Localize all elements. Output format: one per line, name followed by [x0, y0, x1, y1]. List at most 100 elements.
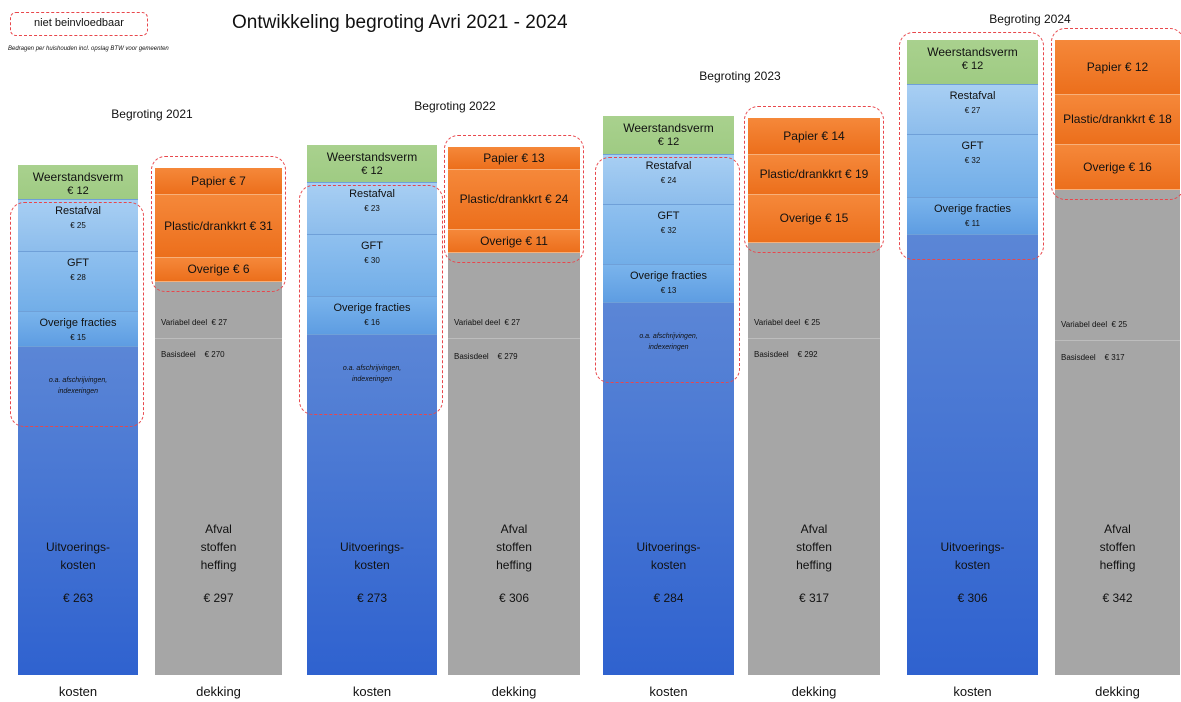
block-value: € 27 [964, 106, 981, 115]
dekking-block-label: Papier € 12 [1086, 59, 1149, 74]
dekking-block [1055, 145, 1180, 190]
kosten-note: indexeringen [57, 388, 99, 395]
dekking-main: Afval [800, 522, 828, 536]
year-heading: Begroting 2024 [989, 12, 1071, 26]
year-heading: Begroting 2021 [111, 107, 193, 121]
kosten-block [603, 265, 734, 303]
influence-box [444, 135, 584, 263]
kosten-main: Uitvoerings- [940, 540, 1005, 554]
kosten-block [603, 205, 734, 265]
block-value: € 30 [364, 256, 380, 265]
dekking-main: Afval [500, 522, 528, 536]
block-name: Weerstandsverm [623, 121, 714, 135]
dekking-base [748, 243, 880, 675]
block-name: GFT [67, 257, 89, 269]
dekking-block-label: Plastic/drankkrt € 24 [459, 192, 569, 206]
dekking-base [155, 282, 282, 675]
block-value: € 28 [70, 273, 86, 282]
dekking-main: stoffen [200, 540, 237, 554]
kosten-block [307, 297, 437, 335]
kosten-block [603, 116, 734, 155]
kosten-label: kosten [58, 684, 98, 699]
dekking-block-label: Plastic/drankkrt € 19 [759, 167, 869, 181]
influence-box [744, 106, 884, 253]
kosten-base [907, 235, 1038, 675]
kosten-note: o.a. afschrijvingen, [342, 365, 402, 372]
block-name: Weerstandsverm [326, 150, 418, 164]
legend-box [10, 12, 148, 36]
block-value: € 12 [67, 185, 89, 197]
divider [448, 338, 580, 339]
dekking-block-label: Overige € 6 [187, 262, 250, 276]
dekking-block-label: Overige € 16 [1083, 159, 1152, 174]
kosten-block [907, 135, 1038, 198]
influence-box [899, 32, 1044, 260]
influence-box [10, 202, 144, 427]
divider [748, 338, 880, 339]
dekking-main: Afval [205, 522, 232, 536]
block-name: Restafval [645, 160, 692, 172]
dekking-main: stoffen [496, 540, 532, 554]
block-name: GFT [961, 140, 984, 152]
divider [155, 338, 282, 339]
kosten-main: Uitvoerings- [636, 540, 701, 554]
influence-box [1051, 28, 1181, 200]
influence-box [299, 185, 443, 415]
dekking-block [748, 155, 880, 195]
dekking-base [1055, 190, 1180, 675]
kosten-label: kosten [352, 684, 392, 699]
dekking-total: € 317 [798, 591, 830, 605]
kosten-block [307, 183, 437, 235]
dekking-main: heffing [796, 558, 832, 572]
influence-box [595, 157, 740, 383]
block-value: € 12 [361, 165, 383, 177]
dekking-main: heffing [200, 558, 237, 572]
kosten-main: kosten [60, 558, 96, 572]
dekking-label: dekking [791, 684, 837, 699]
variabel-label: Variabel deel € 27 [161, 318, 228, 327]
block-name: Weerstandsverm [32, 170, 124, 184]
dekking-main: stoffen [796, 540, 832, 554]
dekking-main: Afval [1104, 522, 1131, 536]
kosten-block [307, 145, 437, 183]
legend-label: niet beinvloedbaar [34, 17, 124, 29]
dekking-main: heffing [496, 558, 532, 572]
title: Ontwikkeling begroting Avri 2021 - 2024 [232, 12, 568, 33]
kosten-label: kosten [649, 684, 688, 699]
dekking-main: heffing [1099, 558, 1136, 572]
dekking-block [1055, 40, 1180, 95]
kosten-note: indexeringen [648, 344, 689, 351]
kosten-block [18, 200, 138, 252]
block-value: € 15 [70, 333, 86, 342]
block-value: € 32 [964, 156, 981, 165]
kosten-block [18, 252, 138, 312]
dekking-block [448, 170, 580, 230]
block-name: Restafval [55, 205, 101, 217]
kosten-block [18, 312, 138, 347]
kosten-block [307, 235, 437, 297]
kosten-total: € 284 [653, 591, 684, 605]
kosten-main: Uitvoerings- [45, 540, 111, 554]
divider [1055, 340, 1180, 341]
kosten-block [907, 85, 1038, 135]
block-value: € 13 [660, 286, 677, 295]
dekking-block-label: Papier € 13 [483, 150, 545, 165]
dekking-total: € 306 [498, 591, 530, 605]
kosten-base [307, 335, 437, 675]
kosten-total: € 273 [356, 591, 388, 605]
dekking-base [448, 253, 580, 675]
kosten-total: € 263 [62, 591, 94, 605]
dekking-block-label: Plastic/drankkrt € 31 [164, 218, 273, 233]
kosten-block [603, 155, 734, 205]
kosten-main: kosten [354, 558, 390, 572]
block-name: Overige fracties [629, 270, 708, 282]
kosten-block [18, 165, 138, 200]
kosten-main: kosten [650, 558, 687, 572]
block-name: Overige fracties [39, 317, 117, 329]
block-name: GFT [657, 210, 680, 222]
dekking-total: € 342 [1102, 591, 1133, 605]
block-value: € 16 [364, 318, 380, 327]
block-name: Weerstandsverm [927, 45, 1018, 59]
basis-label: Basisdeel € 292 [754, 350, 818, 359]
influence-box [151, 156, 286, 292]
